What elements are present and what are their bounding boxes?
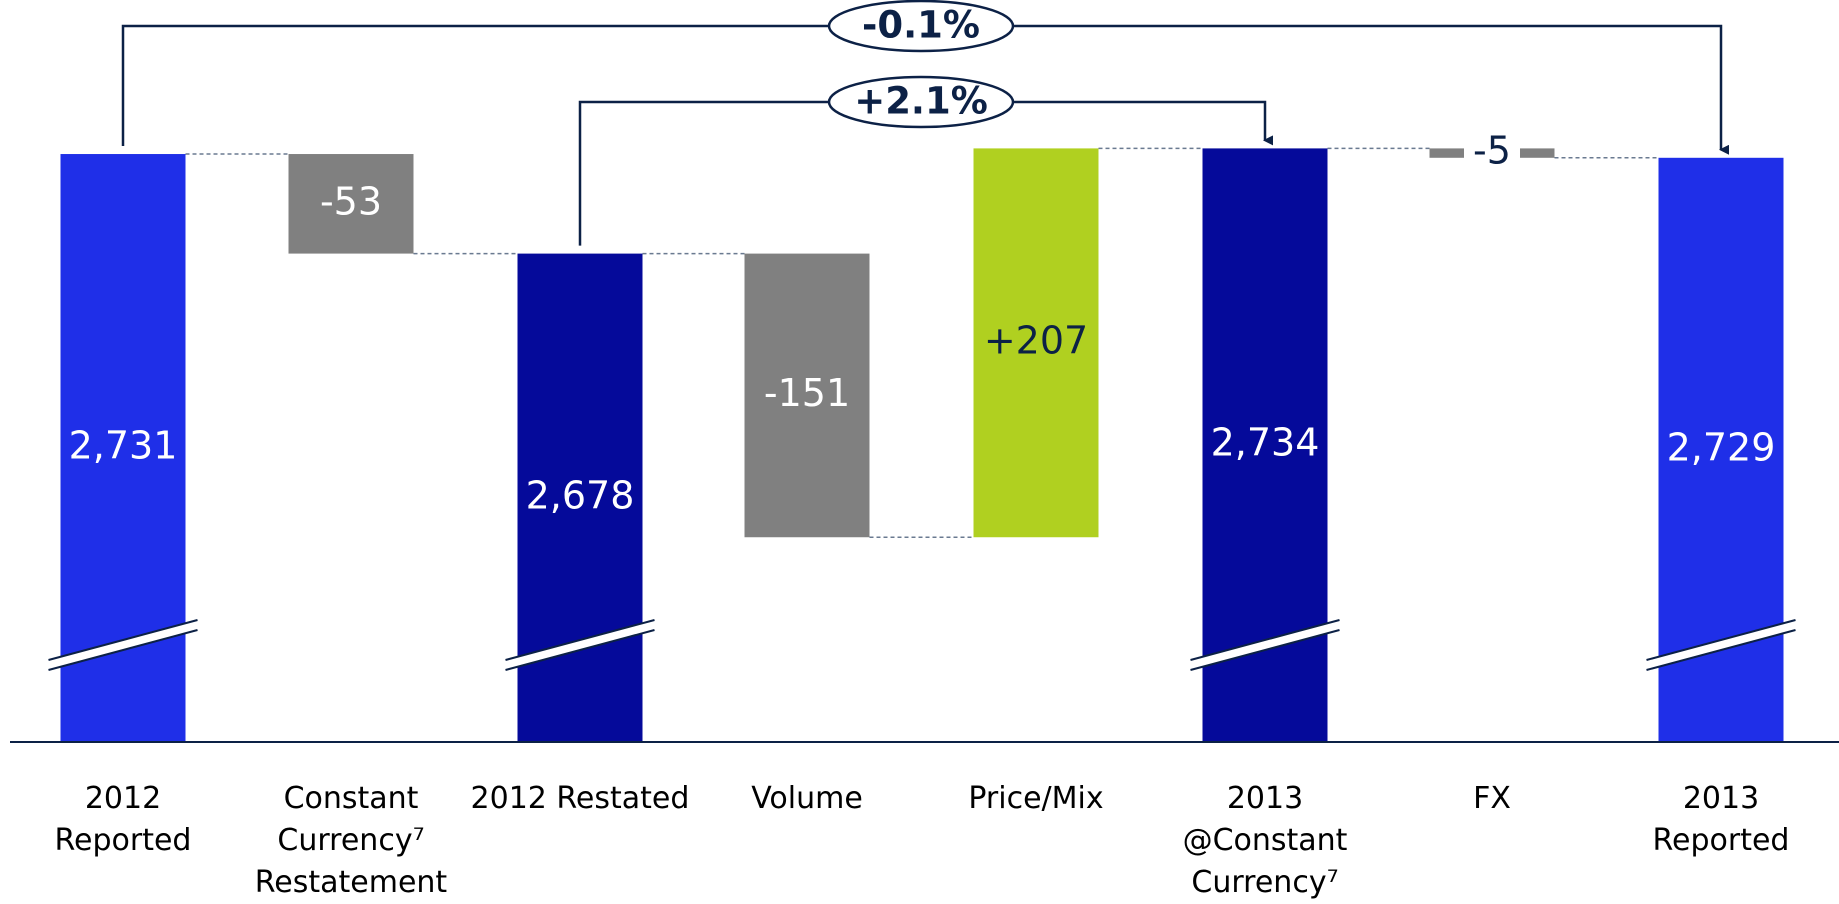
bar: [744, 253, 870, 538]
break-line: [48, 619, 198, 661]
category-label: 2013 Reported: [1652, 781, 1790, 858]
value-label: 2,729: [1667, 425, 1776, 469]
value-label: +207: [984, 318, 1088, 362]
break-line: [1646, 629, 1796, 671]
category-label: Price/Mix: [968, 781, 1104, 816]
axis-break: [48, 619, 198, 671]
break-line: [505, 629, 655, 671]
annotation: +2.1%: [854, 80, 988, 123]
break-band: [1190, 620, 1340, 670]
bar: [288, 154, 414, 254]
axis-break: [1190, 619, 1340, 671]
value-label: -5: [1473, 129, 1511, 173]
break-line: [505, 619, 655, 661]
break-line: [1190, 619, 1340, 661]
category-label: 2012 Restated: [470, 781, 690, 816]
annotation: -0.1%: [862, 4, 980, 47]
category-label: Volume: [751, 781, 863, 816]
category-label: FX: [1473, 781, 1511, 816]
break-line: [1646, 619, 1796, 661]
label-bg: [1464, 133, 1520, 174]
annotation-bubble: [827, 75, 1015, 129]
value-label: -53: [320, 179, 382, 223]
axis-break: [505, 619, 655, 671]
category-label: Constant Currency⁷ Restatement: [254, 781, 448, 900]
value-label: -151: [764, 371, 850, 415]
break-band: [1646, 620, 1796, 670]
break-line: [1190, 629, 1340, 671]
break-band: [505, 620, 655, 670]
bar: [973, 148, 1099, 538]
axis-break: [1646, 619, 1796, 671]
category-label: 2013 @Constant Currency⁷: [1182, 781, 1348, 900]
value-label: 2,731: [69, 424, 178, 468]
break-band: [48, 620, 198, 670]
break-line: [48, 629, 198, 671]
value-label: 2,734: [1211, 421, 1320, 465]
annotation-bubble: [827, 0, 1015, 53]
value-label: 2,678: [526, 473, 635, 517]
category-label: 2012 Reported: [54, 781, 192, 858]
